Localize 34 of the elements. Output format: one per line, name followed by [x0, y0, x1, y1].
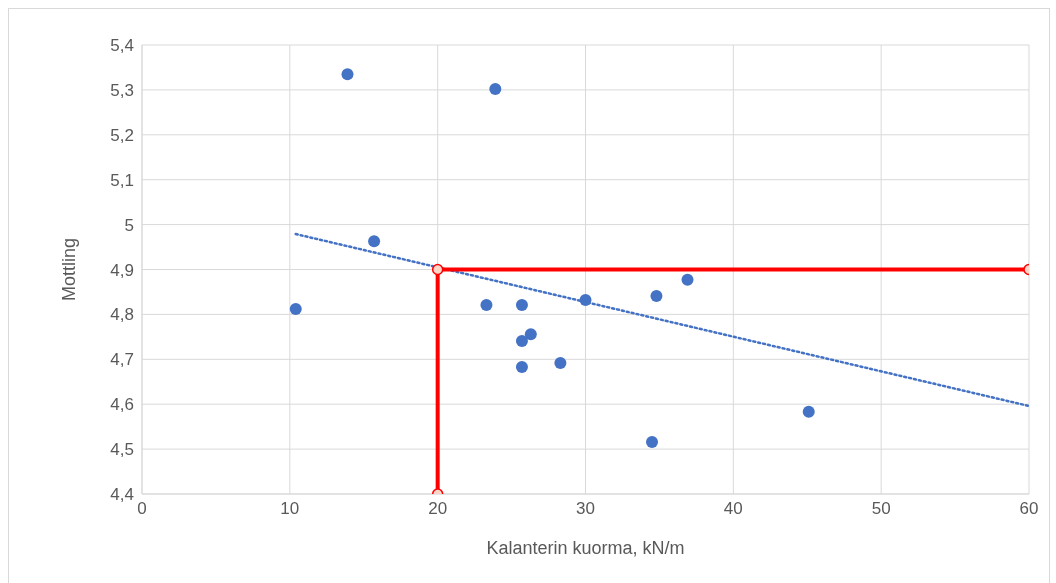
y-tick-label: 5,1 [110, 170, 134, 190]
point [650, 289, 663, 302]
y-tick-label: 4,5 [110, 440, 134, 460]
x-tick-label: 20 [428, 499, 448, 519]
point [480, 298, 493, 311]
x-axis-title: Kalanterin kuorma, kN/m [486, 538, 685, 558]
x-tick-label: 0 [137, 499, 147, 519]
x-tick-label: 40 [723, 499, 743, 519]
point [368, 235, 381, 248]
y-tick-label: 5 [124, 215, 134, 235]
y-axis-title: Mottling [59, 237, 80, 302]
y-tick-label: 5,3 [110, 80, 134, 100]
y-tick-label: 4,8 [110, 305, 134, 325]
point [515, 360, 528, 373]
y-tick-label: 4,7 [110, 350, 134, 370]
y-tick-label: 5,4 [110, 36, 134, 56]
x-tick-label: 60 [1019, 499, 1039, 519]
x-tick-label: 30 [576, 499, 595, 519]
y-tick-label: 4,9 [110, 260, 134, 280]
y-tick-label: 4,4 [110, 485, 134, 505]
point [802, 405, 815, 418]
point [515, 298, 528, 311]
point [524, 328, 537, 341]
x-tick-label: 10 [280, 499, 300, 519]
point [515, 334, 528, 347]
point [289, 303, 302, 316]
y-tick-label: 5,2 [110, 125, 134, 145]
y-tick-label: 4,6 [110, 395, 134, 415]
point [489, 83, 502, 95]
point [646, 435, 659, 448]
point [681, 273, 694, 286]
point [554, 356, 567, 369]
point [341, 68, 354, 81]
x-tick-label: 50 [871, 499, 891, 519]
